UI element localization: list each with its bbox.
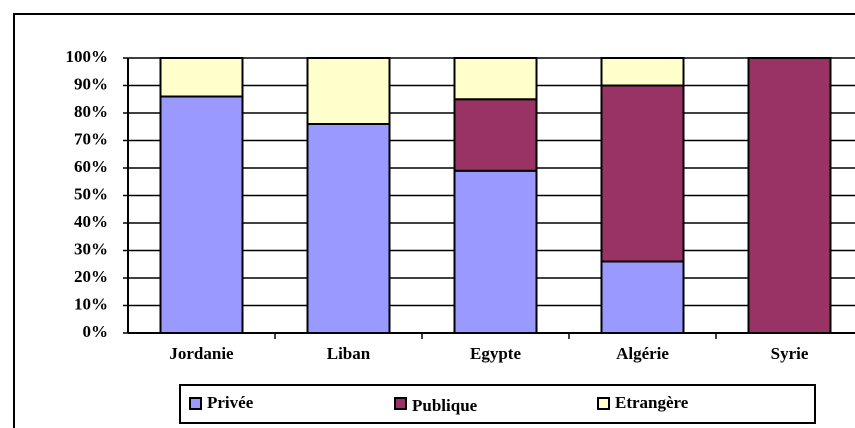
bar-segment [306, 57, 391, 125]
legend-label: Privée [207, 393, 254, 412]
x-tick-label: Syrie [771, 344, 809, 363]
bar-segment [600, 84, 685, 263]
y-tick-label: 100% [66, 47, 109, 66]
x-tick-label: Jordanie [169, 344, 234, 363]
legend-label: Etrangère [615, 393, 689, 412]
y-tick-label: 10% [74, 294, 108, 313]
x-tick-label: Liban [327, 344, 371, 363]
y-tick-label: 90% [74, 74, 108, 93]
legend-swatch [394, 397, 407, 410]
bar-segment [453, 57, 538, 101]
y-tick-label: 60% [74, 157, 108, 176]
bar-segment [453, 169, 538, 334]
y-tick-label: 50% [74, 184, 108, 203]
legend-swatch [189, 397, 202, 410]
chart-frame [13, 13, 855, 428]
bar-segment [453, 98, 538, 172]
y-tick-label: 20% [74, 267, 108, 286]
y-tick-label: 0% [83, 322, 109, 341]
bar-segment [747, 57, 832, 334]
legend-swatch [597, 397, 610, 410]
bar-segment [600, 260, 685, 334]
y-tick-label: 80% [74, 102, 108, 121]
y-tick-label: 30% [74, 239, 108, 258]
legend-label: Publique [412, 396, 478, 415]
bar-segment [159, 57, 244, 98]
y-tick-label: 70% [74, 129, 108, 148]
x-tick-label: Algérie [616, 344, 669, 363]
bar-segment [600, 57, 685, 87]
y-tick-label: 40% [74, 212, 108, 231]
bar-segment [159, 95, 244, 334]
x-tick-label: Egypte [470, 344, 521, 363]
bar-segment [306, 123, 391, 334]
legend-box [179, 384, 816, 424]
